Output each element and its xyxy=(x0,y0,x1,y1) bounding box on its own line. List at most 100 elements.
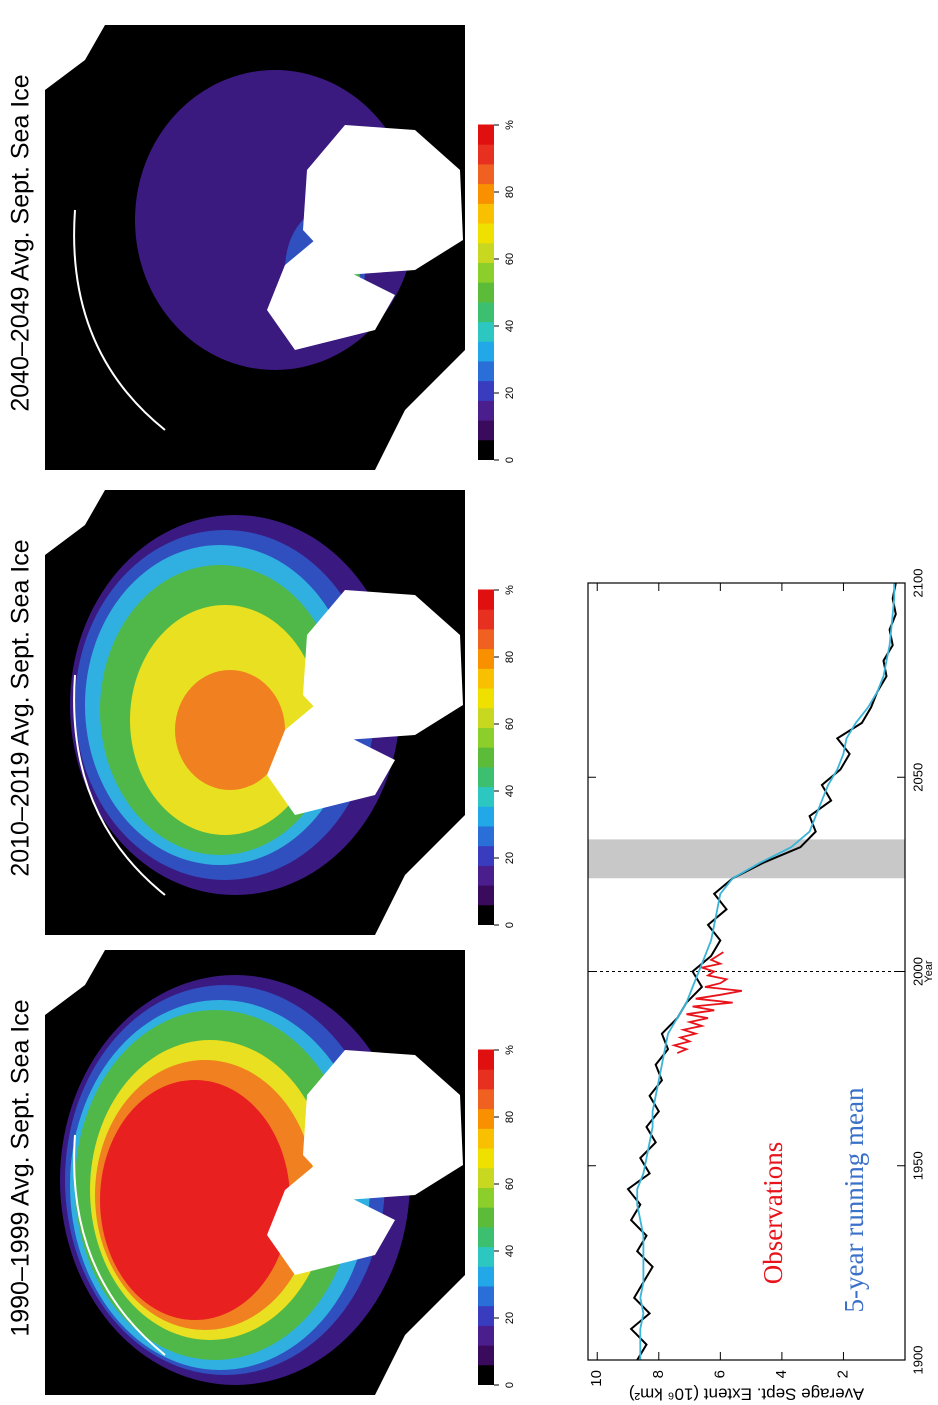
map-title: 2040–2049 Avg. Sept. Sea Ice xyxy=(7,74,35,411)
colorbar-label: 40 xyxy=(504,1245,516,1257)
ice-edge xyxy=(73,674,166,896)
x-tick-label: 2050 xyxy=(910,763,925,792)
colorbar-swatch xyxy=(478,825,494,847)
colorbar-swatch xyxy=(478,1207,494,1228)
colorbar-swatch xyxy=(478,1088,494,1110)
x-axis-label: Year xyxy=(923,960,935,983)
colorbar-swatch xyxy=(478,439,494,460)
figure-frame: 1990–1999 Avg. Sept. Sea Ice020406080%20… xyxy=(7,25,935,1404)
colorbar-swatch xyxy=(478,1345,494,1366)
land-edge xyxy=(45,490,465,935)
colorbar-swatch xyxy=(478,1148,494,1169)
colorbar-swatch xyxy=(478,609,494,630)
colorbar-swatch xyxy=(478,1285,494,1307)
series-line xyxy=(626,582,897,1361)
colorbar-label: 0 xyxy=(504,457,516,463)
forecast-shade xyxy=(588,839,905,879)
colorbar-swatch xyxy=(478,380,494,401)
colorbar-label: % xyxy=(504,120,516,130)
colorbar-label: 20 xyxy=(504,387,516,399)
colorbar-swatch xyxy=(478,400,494,421)
colorbar-swatch xyxy=(478,360,494,382)
colorbar-swatch xyxy=(478,766,494,788)
x-tick-label: 1900 xyxy=(910,1346,925,1375)
colorbar-swatch xyxy=(478,845,494,866)
colorbar-swatch xyxy=(478,420,494,441)
colorbar-label: 40 xyxy=(504,320,516,332)
greenland xyxy=(303,590,463,740)
y-tick-label: 10 xyxy=(588,1370,605,1387)
colorbar-swatch xyxy=(478,1246,494,1267)
y-tick-label: 6 xyxy=(711,1370,728,1378)
colorbar-swatch xyxy=(478,163,494,185)
sea-ice xyxy=(100,1080,290,1320)
y-axis-label: Average Sept. Extent (10⁶ km²) xyxy=(629,1385,864,1404)
y-tick-label: 8 xyxy=(650,1370,667,1378)
colorbar-swatch xyxy=(478,282,494,303)
colorbar-swatch xyxy=(478,806,494,827)
colorbar-swatch xyxy=(478,262,494,283)
colorbar-swatch xyxy=(478,1167,494,1188)
series-line xyxy=(670,951,743,1054)
colorbar-swatch xyxy=(478,885,494,906)
colorbar-label: 80 xyxy=(504,1111,516,1123)
map-panel xyxy=(45,25,465,470)
archipelago xyxy=(267,240,395,350)
colorbar-swatch xyxy=(478,144,494,165)
map-title: 1990–1999 Avg. Sept. Sea Ice xyxy=(7,999,35,1336)
land-edge xyxy=(45,25,465,470)
colorbar-swatch xyxy=(478,301,494,323)
y-tick-label: 2 xyxy=(834,1370,851,1378)
archipelago xyxy=(267,1165,395,1275)
colorbar-label: % xyxy=(504,1045,516,1055)
colorbar-swatch xyxy=(478,747,494,768)
series-line xyxy=(636,583,896,1360)
colorbar-swatch xyxy=(478,648,494,669)
colorbar-label: 80 xyxy=(504,651,516,663)
greenland xyxy=(303,125,463,275)
colorbar-swatch xyxy=(478,183,494,204)
colorbar-swatch xyxy=(478,589,494,610)
colorbar-swatch xyxy=(478,1226,494,1248)
colorbar-swatch xyxy=(478,786,494,807)
colorbar-swatch xyxy=(478,707,494,728)
colorbar-swatch xyxy=(478,727,494,748)
colorbar-swatch xyxy=(478,1049,494,1070)
colorbar-label: 40 xyxy=(504,785,516,797)
colorbar-swatch xyxy=(478,341,494,362)
colorbar-swatch xyxy=(478,223,494,244)
colorbar-swatch xyxy=(478,1305,494,1326)
colorbar-label: 60 xyxy=(504,1178,516,1190)
colorbar-label: 60 xyxy=(504,253,516,265)
colorbar-label: 60 xyxy=(504,718,516,730)
colorbar-label: 0 xyxy=(504,1382,516,1388)
x-tick-label: 2100 xyxy=(910,569,925,598)
archipelago xyxy=(267,705,395,815)
colorbar-swatch xyxy=(478,865,494,886)
colorbar-swatch xyxy=(478,1187,494,1208)
series-label: 5-year running mean xyxy=(839,1087,869,1312)
x-tick-label: 2000 xyxy=(910,957,925,986)
colorbar-label: 80 xyxy=(504,186,516,198)
colorbar-swatch xyxy=(478,1266,494,1287)
greenland xyxy=(303,1050,463,1200)
series-label: Observations xyxy=(758,1142,788,1284)
sea-ice xyxy=(175,670,285,790)
colorbar-swatch xyxy=(478,1108,494,1129)
colorbar-swatch xyxy=(478,668,494,689)
ice-edge xyxy=(73,1134,166,1356)
colorbar-swatch xyxy=(478,904,494,925)
land-edge xyxy=(45,950,465,1395)
colorbar-label: 20 xyxy=(504,852,516,864)
map-title: 2010–2019 Avg. Sept. Sea Ice xyxy=(7,539,35,876)
x-tick-label: 1950 xyxy=(910,1151,925,1180)
colorbar-label: 20 xyxy=(504,1312,516,1324)
colorbar-swatch xyxy=(478,1128,494,1149)
plot-frame xyxy=(587,582,906,1361)
ice-edge xyxy=(73,209,166,431)
y-tick-label: 4 xyxy=(773,1370,790,1378)
colorbar-swatch xyxy=(478,1069,494,1090)
colorbar-swatch xyxy=(478,203,494,224)
colorbar-swatch xyxy=(478,628,494,650)
